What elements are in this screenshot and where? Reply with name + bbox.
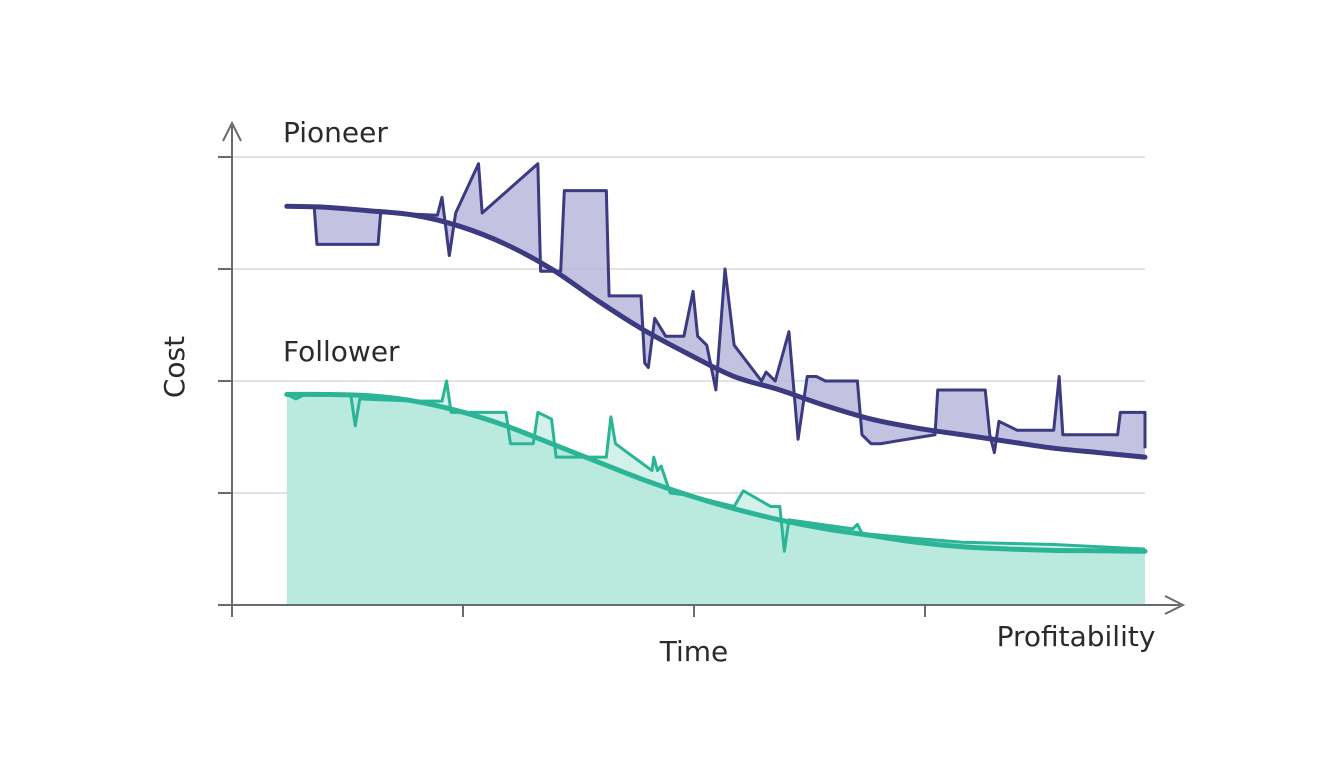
actual-line-pioneer	[286, 162, 1147, 455]
series-trend-lines	[284, 203, 1148, 554]
x-axis-label: Time	[659, 635, 729, 668]
axis-ticks	[218, 156, 926, 617]
series-label-pioneer: Pioneer	[283, 116, 388, 149]
x-axis-arrow	[1164, 595, 1186, 615]
y-axis-arrow	[222, 120, 242, 142]
labels: Pioneer Follower Time Profitability Cost	[158, 116, 1155, 668]
series-label-follower: Follower	[283, 335, 400, 368]
corner-label-profitability: Profitability	[997, 620, 1156, 653]
area-fill-follower	[286, 394, 1145, 605]
axes	[218, 120, 1186, 615]
trend-line-pioneer	[284, 203, 1148, 460]
trend-line-follower	[284, 391, 1148, 554]
deviation-fill-pioneer	[286, 163, 1145, 458]
y-axis-label: Cost	[158, 336, 191, 398]
